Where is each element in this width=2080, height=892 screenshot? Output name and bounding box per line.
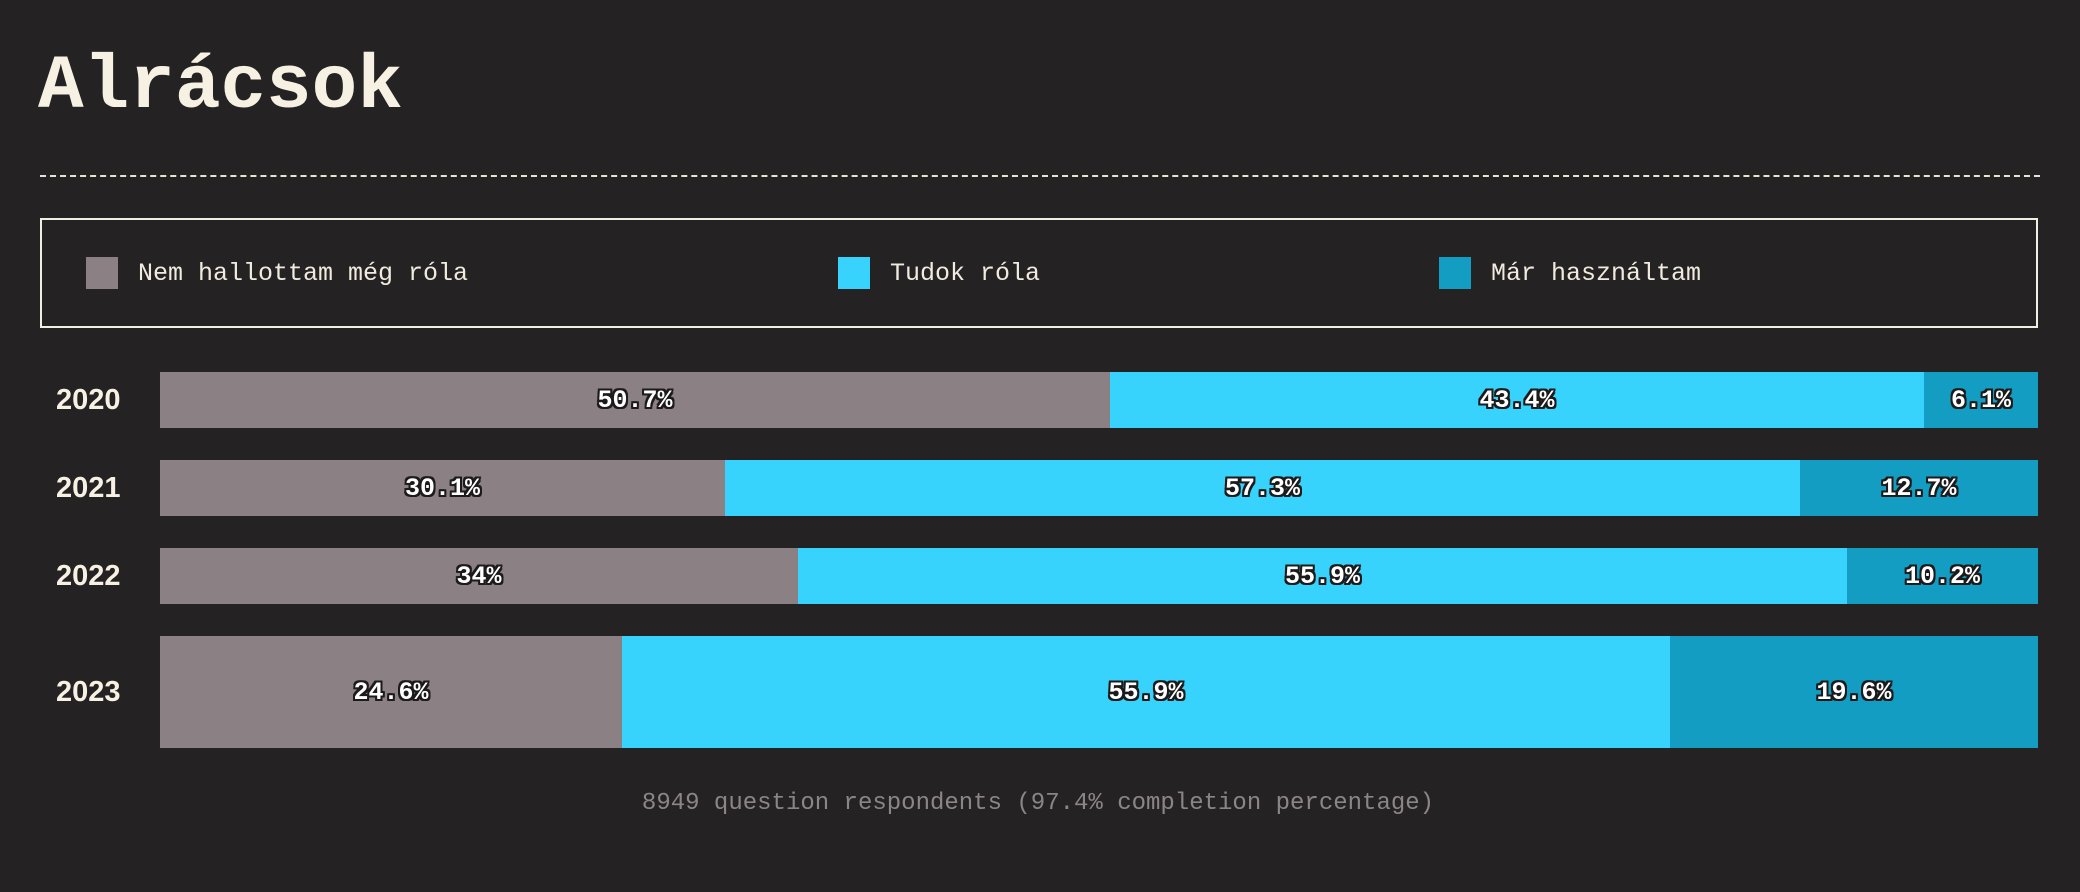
bar-row-2022: 34% 55.9% 10.2% [160,548,2038,604]
page-title: Alrácsok [38,44,403,130]
respondents-note-text: 8949 question respondents (97.4% complet… [641,790,1435,817]
legend-label-tudok-rola: Tudok róla [890,258,1041,288]
bar-segment-2021-0: 30.1% [160,460,725,516]
bar-row-2023: 24.6% 55.9% 19.6% [160,636,2038,748]
legend-swatch-mar-hasznaltam [1439,257,1471,289]
data-label-2022-2: 10.2% [1904,561,1980,591]
bar-row-2021: 30.1% 57.3% 12.7% [160,460,2038,516]
data-label-2022-1: 55.9% [1284,561,1360,591]
legend-item-nem-hallottam: Nem hallottam még róla [86,220,468,326]
data-label-2023-0: 24.6% [353,677,429,707]
legend-label-mar-hasznaltam: Már használtam [1491,258,1702,288]
legend-swatch-nem-hallottam [86,257,118,289]
bar-segment-2020-1: 43.4% [1110,372,1924,428]
data-label-2020-1: 43.4% [1479,385,1555,415]
legend-swatch-tudok-rola [838,257,870,289]
bar-segment-2021-2: 12.7% [1800,460,2038,516]
bar-segment-2020-2: 6.1% [1924,372,2038,428]
row-label-2020: 2020 [56,383,121,416]
bar-segment-2022-1: 55.9% [798,548,1847,604]
legend-label-nem-hallottam: Nem hallottam még róla [138,258,469,288]
data-label-2023-2: 19.6% [1816,677,1892,707]
data-label-2020-2: 6.1% [1950,385,2011,415]
bar-segment-2023-2: 19.6% [1670,636,2038,748]
row-label-2023: 2023 [56,675,121,708]
legend-item-mar-hasznaltam: Már használtam [1439,220,1701,326]
data-label-2020-0: 50.7% [597,385,673,415]
bar-segment-2022-0: 34% [160,548,798,604]
bar-segment-2022-2: 10.2% [1847,548,2038,604]
data-label-2021-1: 57.3% [1224,473,1300,503]
chart-legend: Nem hallottam még róla Tudok róla Már ha… [40,218,2038,328]
respondents-note: 8949 question respondents (97.4% complet… [0,790,2080,817]
data-label-2021-2: 12.7% [1881,473,1957,503]
row-label-2022: 2022 [56,559,121,592]
data-label-2022-0: 34% [456,561,502,591]
bar-row-2020: 50.7% 43.4% 6.1% [160,372,2038,428]
bar-segment-2020-0: 50.7% [160,372,1110,428]
legend-item-tudok-rola: Tudok róla [838,220,1040,326]
bar-segment-2021-1: 57.3% [725,460,1800,516]
bar-segment-2023-1: 55.9% [622,636,1670,748]
row-label-2021: 2021 [56,471,121,504]
data-label-2021-0: 30.1% [404,473,480,503]
bar-segment-2023-0: 24.6% [160,636,622,748]
title-divider [40,175,2040,177]
data-label-2023-1: 55.9% [1108,677,1184,707]
